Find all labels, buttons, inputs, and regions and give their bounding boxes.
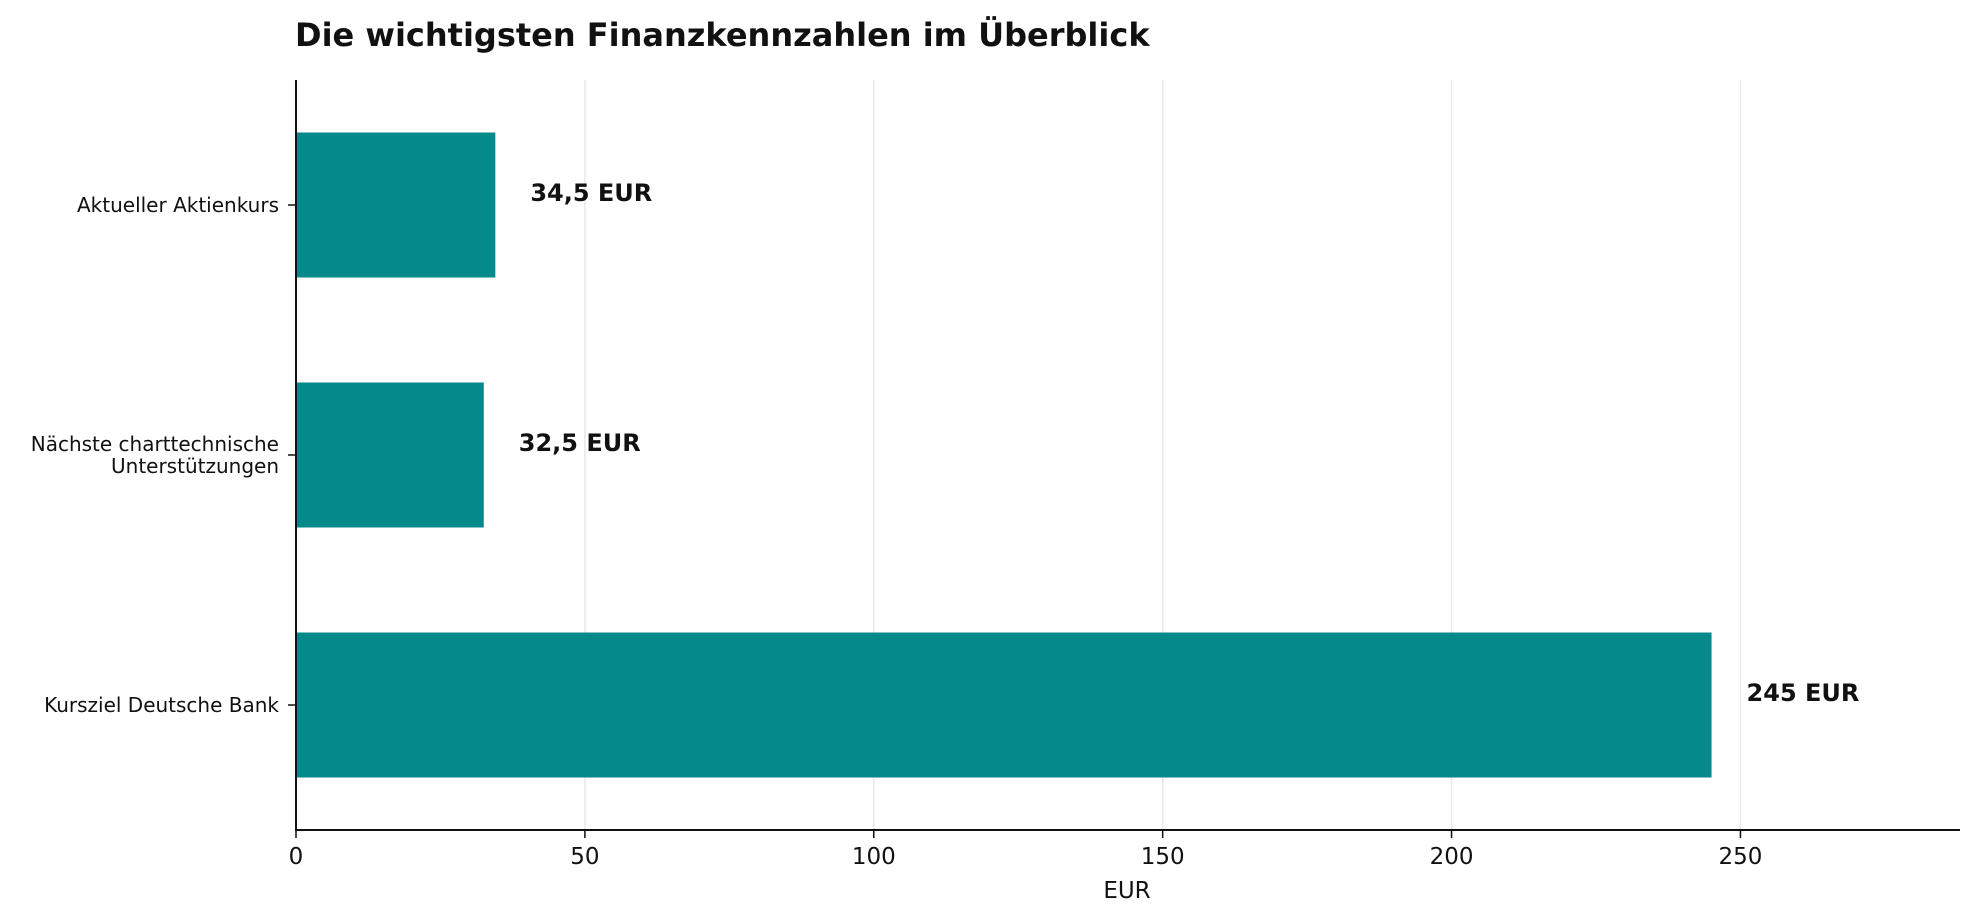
x-axis-ticks: 0 50 100 150 200 250 — [289, 830, 1762, 870]
x-tick-label-250: 250 — [1718, 844, 1762, 870]
bars — [296, 132, 1712, 778]
value-label-0: 34,5 EUR — [530, 179, 652, 207]
x-axis-label: EUR — [1103, 878, 1150, 904]
value-label-1: 32,5 EUR — [519, 429, 641, 457]
value-label-2: 245 EUR — [1747, 679, 1860, 707]
x-tick-label-50: 50 — [570, 844, 599, 870]
x-tick-label-200: 200 — [1430, 844, 1474, 870]
category-label-0-0: Aktueller Aktienkurs — [77, 193, 279, 217]
bar-1 — [296, 382, 484, 528]
x-tick-label-0: 0 — [289, 844, 304, 870]
bar-0 — [296, 132, 496, 278]
category-labels: Aktueller Aktienkurs Nächste charttechnis… — [31, 193, 296, 717]
category-label-2-0: Kursziel Deutsche Bank — [44, 693, 279, 717]
value-labels: 34,5 EUR 32,5 EUR 245 EUR — [519, 179, 1860, 707]
x-tick-label-100: 100 — [852, 844, 896, 870]
category-label-1-1: Unterstützungen — [111, 454, 279, 478]
x-tick-label-150: 150 — [1141, 844, 1185, 870]
chart-title: Die wichtigsten Finanzkennzahlen im Über… — [295, 16, 1150, 54]
bar-2 — [296, 632, 1712, 778]
category-label-1-0: Nächste charttechnische — [31, 432, 279, 456]
